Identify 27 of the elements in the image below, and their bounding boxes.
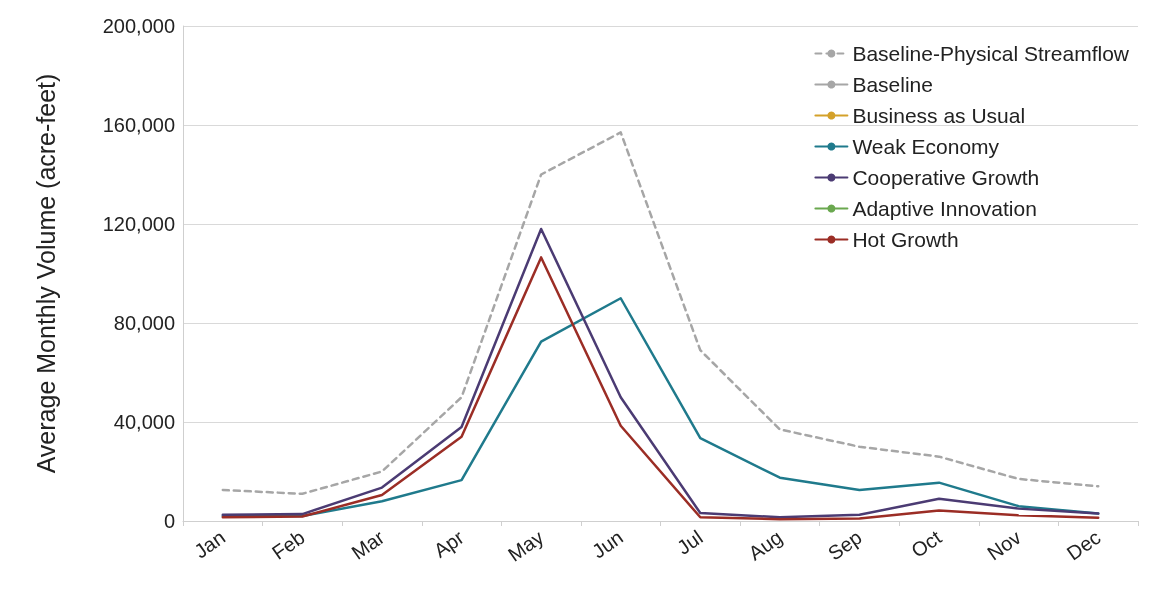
x-tick-label: Jun bbox=[587, 525, 628, 563]
y-tick-label: 120,000 bbox=[102, 213, 175, 235]
x-tick-label: Feb bbox=[267, 525, 309, 564]
x-tick-label: Jan bbox=[190, 525, 230, 563]
y-tick-label: 0 bbox=[163, 510, 175, 532]
x-tick-label: Aug bbox=[744, 525, 787, 565]
x-tick-label: Nov bbox=[983, 525, 1025, 565]
y-tick-label: 160,000 bbox=[102, 114, 175, 136]
y-axis-title: Average Monthly Volume (acre-feet) bbox=[31, 73, 60, 474]
y-tick-label: 80,000 bbox=[113, 312, 175, 334]
y-tick-label: 200,000 bbox=[102, 15, 175, 37]
x-tick-label: Mar bbox=[347, 525, 389, 564]
legend-label: Cooperative Growth bbox=[852, 166, 1040, 189]
x-tick-label: Jul bbox=[673, 525, 707, 559]
legend-label: Baseline bbox=[852, 73, 933, 96]
legend-label: Weak Economy bbox=[852, 135, 1000, 158]
x-tick-label: Dec bbox=[1062, 525, 1105, 565]
legend-label: Baseline-Physical Streamflow bbox=[852, 42, 1130, 65]
legend-label: Adaptive Innovation bbox=[852, 197, 1037, 220]
x-tick-label: Oct bbox=[907, 525, 946, 562]
x-tick-label: May bbox=[503, 525, 548, 566]
legend-label: Business as Usual bbox=[852, 104, 1026, 127]
y-tick-label: 40,000 bbox=[113, 411, 175, 433]
legend-label: Hot Growth bbox=[852, 228, 959, 251]
line-series bbox=[221, 131, 1100, 496]
x-tick-label: Apr bbox=[429, 525, 469, 562]
x-tick-label: Sep bbox=[824, 525, 866, 565]
